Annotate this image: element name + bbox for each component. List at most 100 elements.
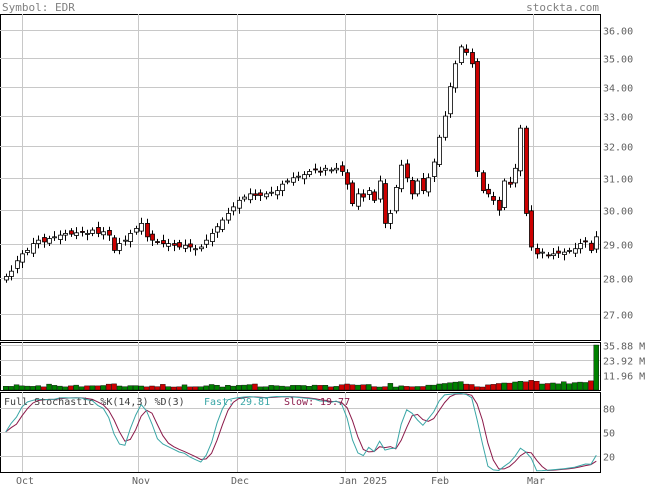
candle-body [388,213,393,224]
candle-body [318,170,323,173]
volume-bar [528,380,534,391]
candle-body [475,61,480,172]
candle-body [307,171,312,176]
candle-body [275,190,280,196]
candle-body [562,251,567,255]
volume-bar [485,384,491,391]
candle-body [31,243,36,254]
candle-body [193,248,198,251]
candle-body [508,181,513,185]
price-tick-3: 33.00 [603,113,633,124]
candle-body [172,243,177,246]
candle-body [285,180,290,183]
stoch-title: Full Stochastic %K(14,3) %D(3) [4,397,185,408]
candle-body [399,164,404,190]
candle-body [470,52,475,65]
candle-body [529,210,534,248]
candle-body [210,233,215,242]
candle-body [52,236,57,239]
volume-bar [425,384,432,391]
volume-bar [333,386,339,391]
volume-bar [284,386,291,391]
candle-body [443,115,448,138]
volume-bar [322,385,329,391]
volume-bar [593,344,599,391]
volume-bar [403,386,410,391]
volume-bar [235,385,242,391]
volume-bar [73,384,79,391]
volume-bar [263,386,269,391]
candle-body [513,167,518,184]
volume-bar [468,384,475,391]
volume-bar [138,385,144,391]
candle-body [42,237,47,243]
volume-bar [344,383,350,391]
candle-body [253,193,258,196]
volume-bar [46,383,52,391]
candle-body [128,233,133,242]
candle-body [340,165,345,172]
candle-body [237,199,242,209]
candle-body [269,191,274,194]
volume-bar [544,383,551,391]
volume-bar [68,385,74,391]
volume-bar [149,385,155,391]
volume-bar [279,385,285,391]
volume-bar [555,383,562,391]
candle-body [497,199,502,211]
candle-body [524,127,529,214]
price-tick-4: 32.00 [603,143,633,154]
candle-body [464,48,469,53]
volume-bar [165,386,171,391]
candle-body [145,222,150,238]
volume-bar [127,385,134,391]
fast-value: 29.81 [240,397,270,408]
month-label-1: Nov [132,476,150,486]
candle-body [448,86,453,115]
candle-body [589,242,594,251]
month-label-0: Oct [16,476,34,486]
candle-body [567,250,572,252]
volume-bar [355,384,361,391]
volume-bar [441,383,448,391]
volume-bar [78,386,85,391]
candle-body [405,163,410,179]
volume-bar [84,385,90,391]
volume-bar [241,384,247,391]
volume-panel [0,342,601,391]
candle-body [421,178,426,192]
volume-bar [24,385,31,391]
candle-body [69,230,74,235]
candle-body [199,246,204,250]
candle-body [183,244,188,249]
candle-body [491,196,496,201]
candle-body [215,226,220,233]
candle-body [204,239,209,245]
candle-body [74,232,79,236]
volume-bar [111,383,117,391]
candle-body [264,193,269,198]
candle-body [583,240,588,243]
volume-tick-1: 23.92 M [603,357,645,368]
candle-body [242,196,247,200]
volume-bar [225,385,231,391]
slow-label: Slow: [284,397,314,408]
candle-body [90,229,95,234]
candle-body [291,177,296,183]
volume-bar [366,384,372,391]
volume-bar [40,386,47,391]
fast-label: Fast: [204,397,234,408]
candle-body [578,243,583,250]
volume-bar [409,386,415,391]
volume-bar [3,386,9,391]
volume-bar [219,386,226,391]
price-tick-6: 30.00 [603,207,633,218]
site-name[interactable]: stockta.com [526,1,599,14]
volume-bar [62,386,69,391]
volume-bar [517,381,524,391]
volume-bar [474,386,480,391]
volume-bar [577,381,583,391]
volume-tick-2: 11.96 M [603,372,645,383]
volume-bar [100,385,106,391]
volume-bar [512,381,518,391]
